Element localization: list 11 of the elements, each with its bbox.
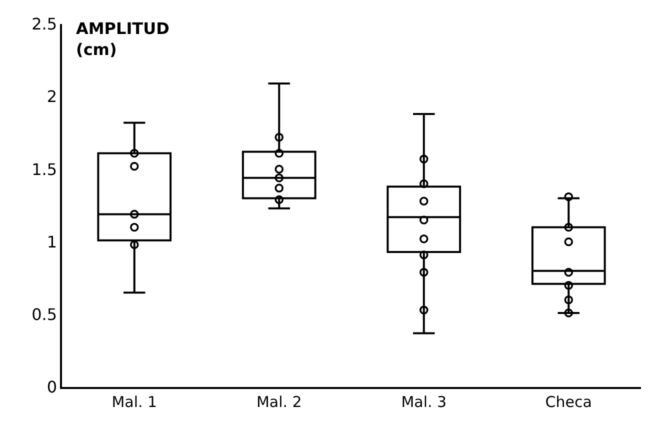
x-tick-label: Checa (545, 392, 592, 411)
y-tick-label: 0.5 (32, 305, 58, 324)
y-tick-label: 1.5 (32, 160, 58, 179)
y-tick-label: 1 (46, 232, 58, 252)
x-tick-label: Mal. 2 (256, 392, 302, 411)
y-tick-label: 2 (46, 87, 58, 106)
y-tick-label: 2.5 (32, 14, 58, 34)
y-axis-title: AMPLITUD (cm) (76, 19, 170, 59)
y-tick-label: 0 (46, 378, 58, 397)
x-tick-label: Mal. 1 (112, 392, 158, 411)
x-tick-label: Mal. 3 (401, 392, 447, 411)
